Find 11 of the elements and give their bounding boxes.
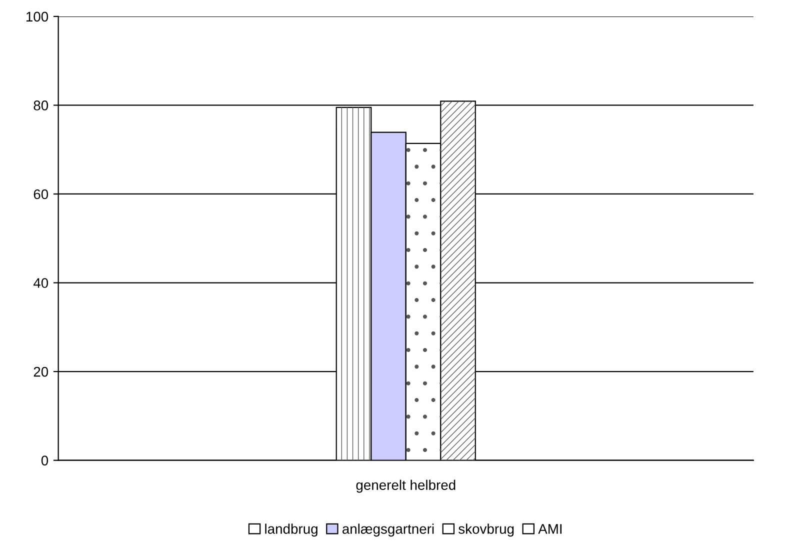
y-tick-label: 100: [26, 12, 48, 22]
legend-label: anlægsgartneri: [342, 524, 434, 537]
y-tick-label: 80: [34, 100, 48, 110]
y-tick-label: 60: [34, 189, 48, 200]
legend-label: AMI: [538, 524, 562, 534]
x-tick-label: generelt helbred: [356, 480, 456, 493]
y-tick-label: 20: [34, 366, 48, 377]
y-tick-label: 40: [33, 278, 48, 288]
legend-label: skovbrug: [458, 524, 514, 537]
legend-label: landbrug: [265, 524, 318, 537]
y-tick-label: 0: [41, 456, 48, 466]
